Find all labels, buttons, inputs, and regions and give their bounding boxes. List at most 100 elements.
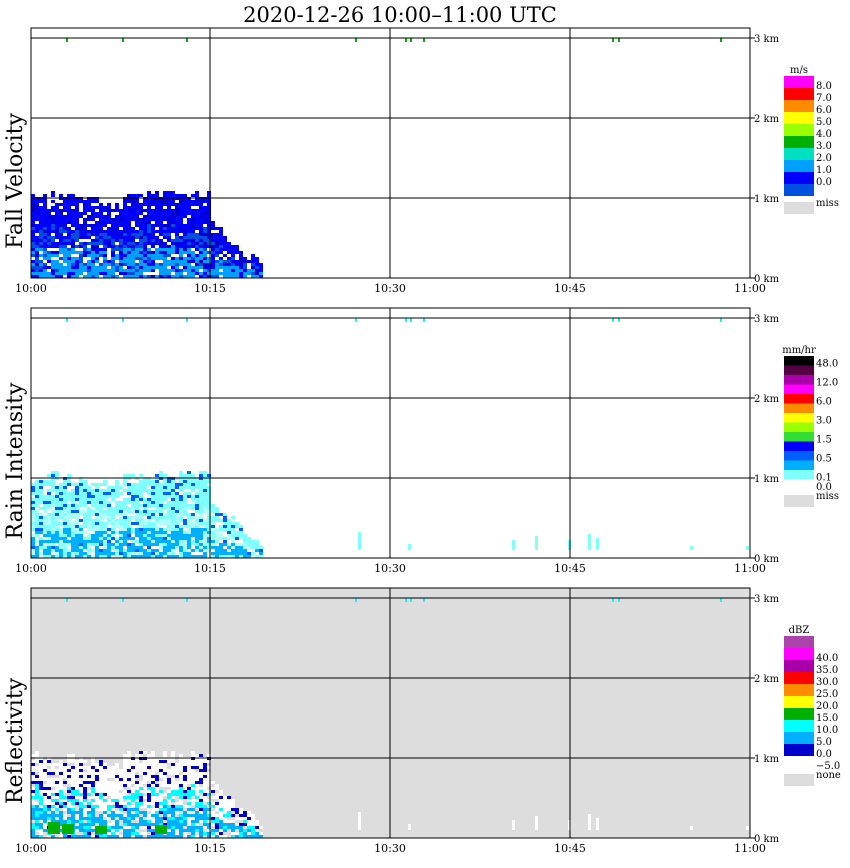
- echo-cell: [131, 215, 135, 218]
- echo-cell: [203, 519, 207, 522]
- echo-cell: [59, 531, 63, 534]
- echo-cell: [47, 555, 51, 558]
- echo-cell: [47, 814, 51, 817]
- echo-cell: [179, 814, 183, 817]
- echo-cell: [143, 483, 147, 486]
- echo-cell: [159, 501, 163, 504]
- echo-cell: [219, 528, 223, 531]
- echo-cell: [135, 826, 139, 829]
- echo-cell: [91, 787, 95, 790]
- echo-cell: [175, 784, 179, 787]
- echo-cell: [35, 519, 39, 522]
- echo-cell: [43, 805, 47, 808]
- echo-cell: [39, 266, 43, 269]
- echo-cell: [155, 507, 159, 510]
- echo-cell: [99, 269, 103, 272]
- echo-cell: [215, 817, 219, 820]
- echo-cell: [203, 784, 207, 787]
- echo-cell: [107, 203, 111, 206]
- echo-cell: [207, 790, 211, 793]
- echo-cell: [207, 805, 211, 808]
- echo-cell: [75, 239, 79, 242]
- echo-cell: [147, 269, 151, 272]
- echo-cell: [163, 200, 167, 203]
- echo-cell: [247, 826, 251, 829]
- echo-cell: [71, 754, 75, 757]
- echo-cell: [91, 775, 95, 778]
- echo-cell: [111, 525, 115, 528]
- echo-cell: [151, 814, 155, 817]
- echo-cell: [195, 543, 199, 546]
- echo-cell: [223, 552, 227, 555]
- echo-cell: [207, 486, 211, 489]
- echo-cell: [211, 543, 215, 546]
- echo-cell: [171, 531, 175, 534]
- echo-cell: [51, 763, 55, 766]
- echo-cell: [123, 221, 127, 224]
- echo-cell: [171, 823, 175, 826]
- echo-cell: [187, 480, 191, 483]
- echo-cell: [51, 215, 55, 218]
- echo-cell: [255, 835, 259, 838]
- echo-cell: [227, 272, 231, 275]
- echo-cell: [131, 543, 135, 546]
- echo-cell: [87, 501, 91, 504]
- echo-cell: [239, 814, 243, 817]
- echo-cell: [31, 212, 35, 215]
- echo-cell: [151, 251, 155, 254]
- echo-cell: [191, 760, 195, 763]
- echo-cell: [99, 775, 103, 778]
- echo-cell: [163, 242, 167, 245]
- echo-cell: [67, 781, 71, 784]
- echo-cell: [199, 260, 203, 263]
- echo-cell: [91, 266, 95, 269]
- echo-cell: [239, 811, 243, 814]
- echo-cell: [139, 766, 143, 769]
- echo-cell: [39, 275, 43, 278]
- echo-cell: [179, 194, 183, 197]
- echo-cell: [199, 212, 203, 215]
- echo-cell: [131, 811, 135, 814]
- echo-cell: [131, 796, 135, 799]
- echo-cell: [187, 212, 191, 215]
- echo-cell: [147, 236, 151, 239]
- echo-cell: [215, 555, 219, 558]
- echo-cell: [195, 519, 199, 522]
- echo-cell: [183, 519, 187, 522]
- echo-cell: [31, 537, 35, 540]
- legend-swatch: [784, 394, 814, 404]
- echo-cell: [155, 760, 159, 763]
- echo-cell: [91, 248, 95, 251]
- echo-cell: [163, 474, 167, 477]
- echo-cell: [139, 537, 143, 540]
- echo-cell: [39, 763, 43, 766]
- echo-cell: [135, 549, 139, 552]
- echo-cell: [191, 239, 195, 242]
- legend-swatch: [784, 356, 814, 366]
- echo-cell: [143, 260, 147, 263]
- echo-cell: [71, 510, 75, 513]
- echo-cell: [43, 823, 47, 826]
- echo-cell: [155, 763, 159, 766]
- echo-cell: [35, 525, 39, 528]
- echo-cell: [35, 266, 39, 269]
- echo-cell: [103, 245, 107, 248]
- echo-cell: [207, 543, 211, 546]
- legend-label: 12.0: [816, 378, 838, 389]
- echo-cell: [35, 796, 39, 799]
- echo-cell: [71, 513, 75, 516]
- echo-cell: [71, 528, 75, 531]
- echo-cell: [159, 489, 163, 492]
- echo-cell: [151, 269, 155, 272]
- echo-cell: [51, 245, 55, 248]
- echo-cell: [75, 498, 79, 501]
- echo-cell: [179, 808, 183, 811]
- echo-cell: [31, 805, 35, 808]
- echo-cell: [151, 510, 155, 513]
- echo-cell: [247, 555, 251, 558]
- echo-cell: [75, 272, 79, 275]
- echo-cell: [179, 552, 183, 555]
- echo-cell: [131, 218, 135, 221]
- echo-cell: [59, 769, 63, 772]
- echo-cell: [223, 528, 227, 531]
